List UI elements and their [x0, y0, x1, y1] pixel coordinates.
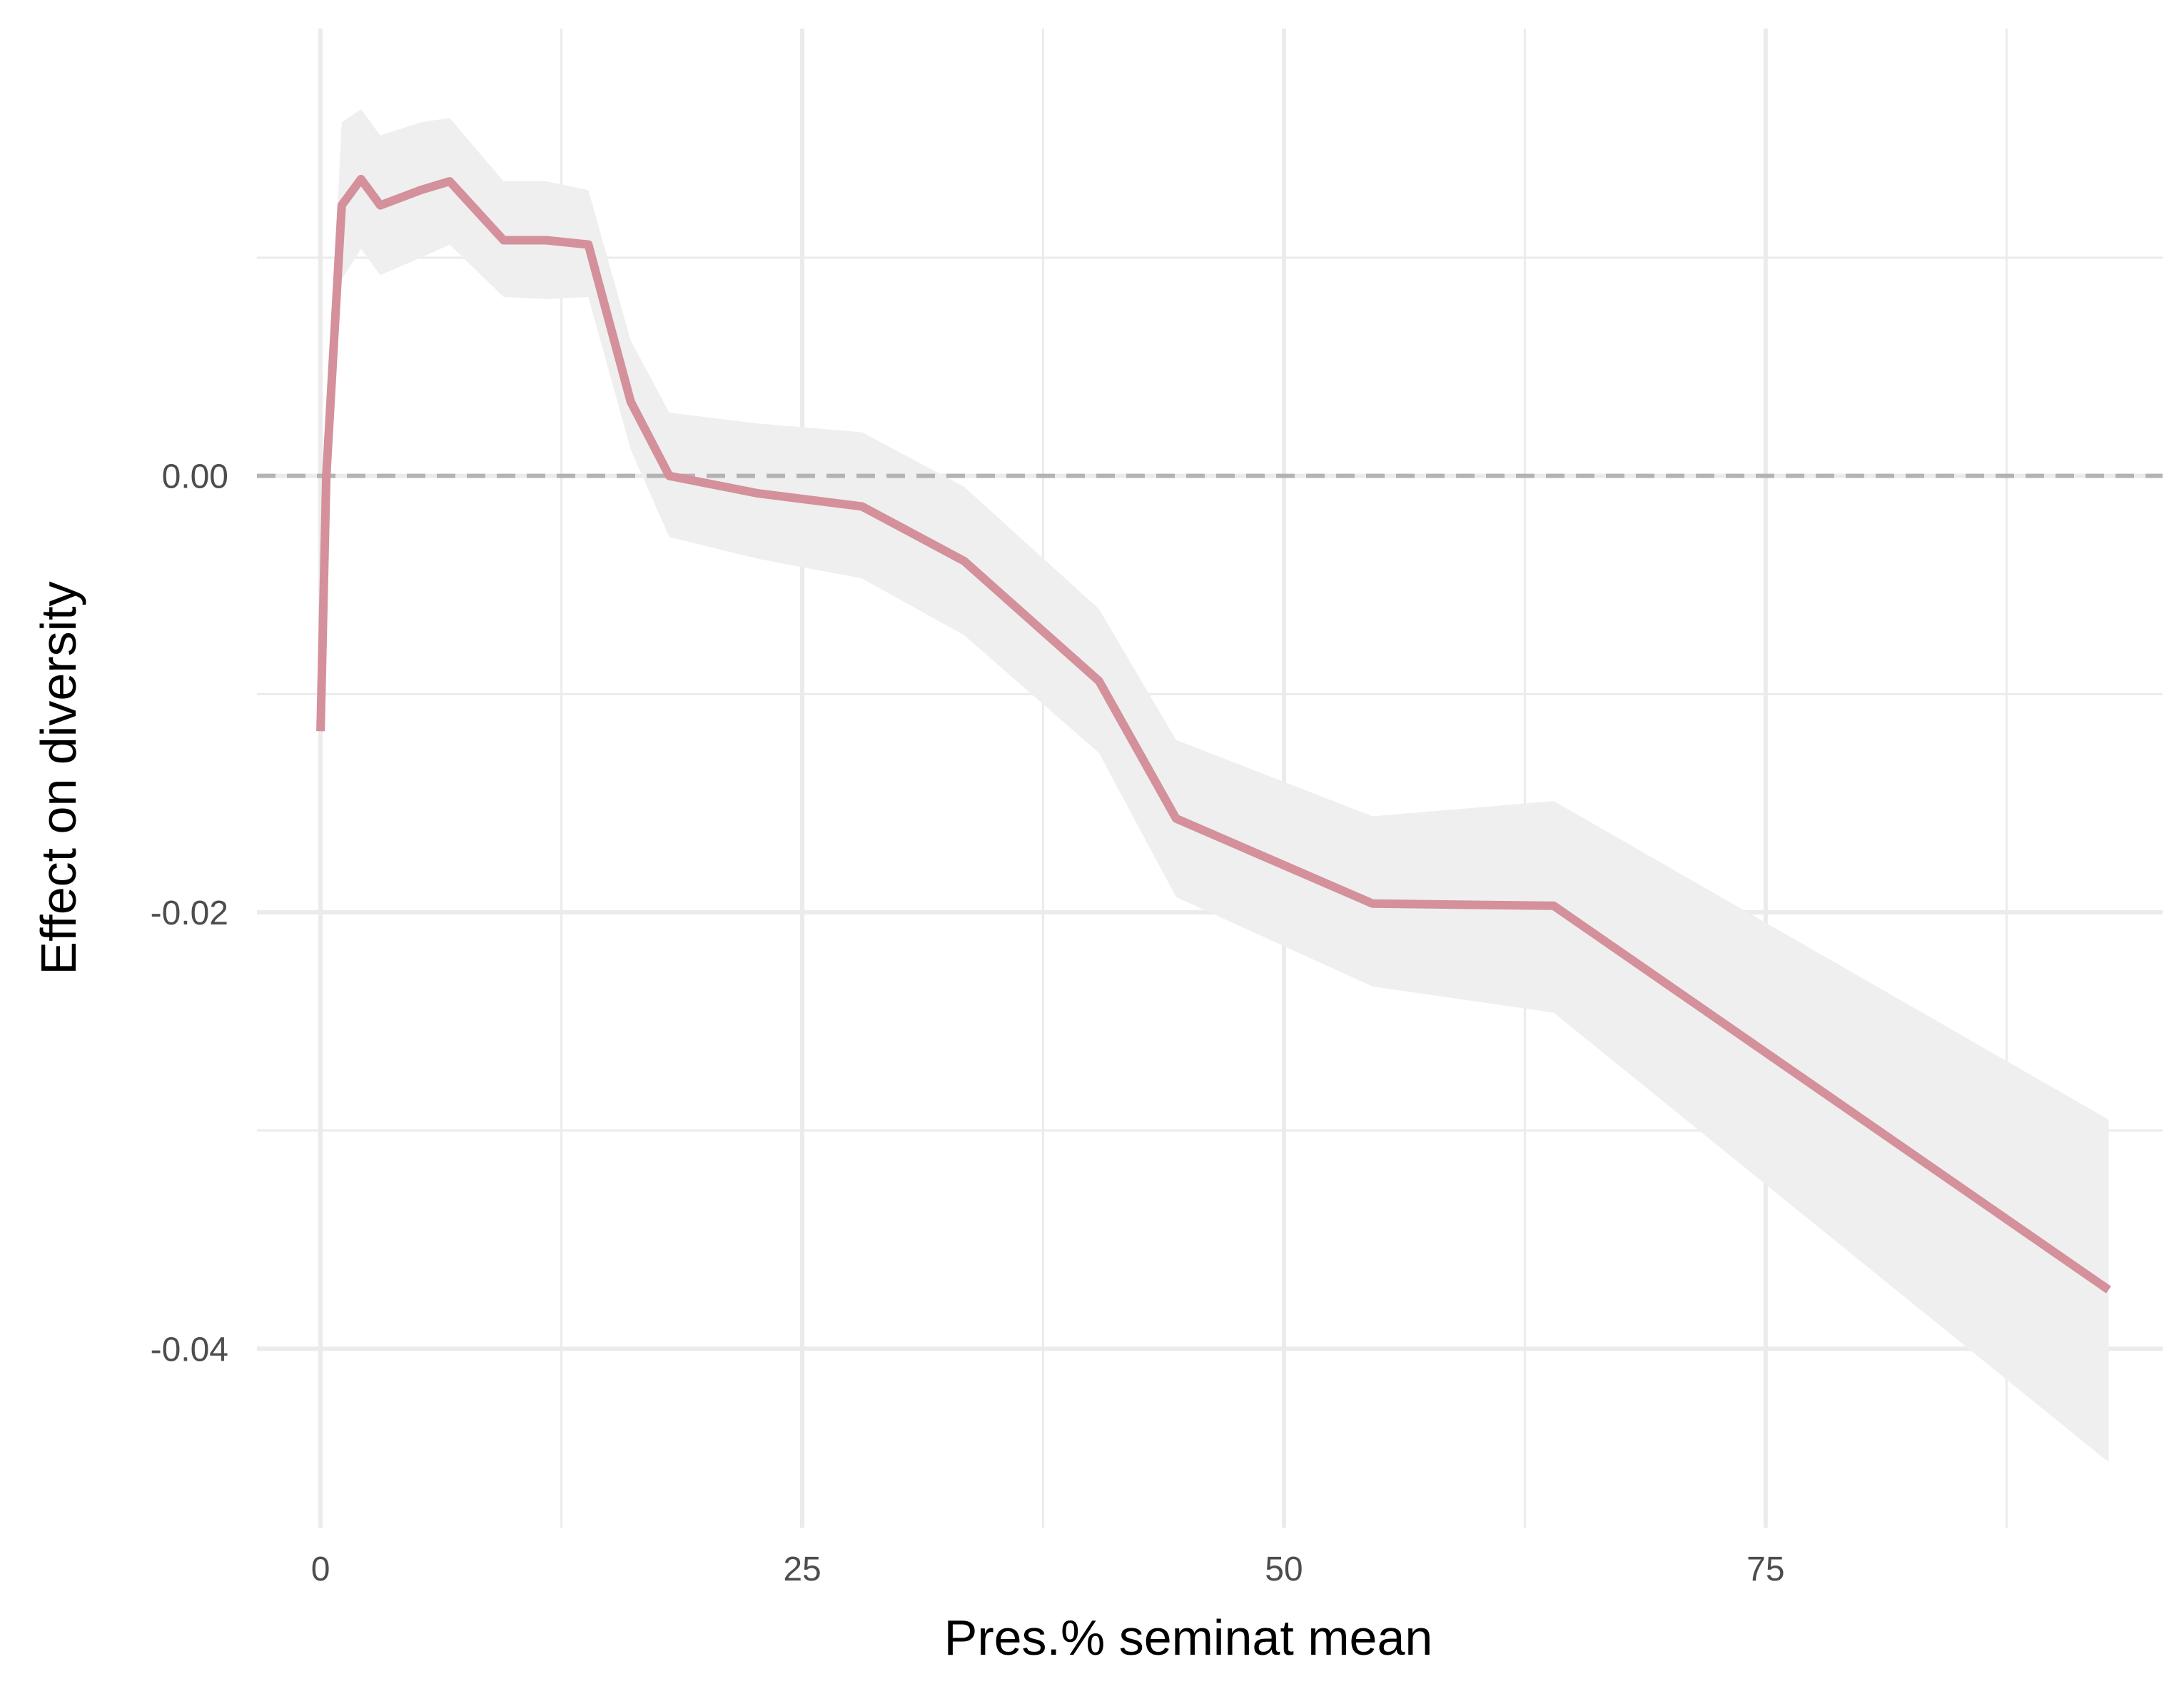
- y-tick-label-2: -0.04: [151, 1331, 228, 1368]
- y-tick-labels: 0.00 -0.02 -0.04: [151, 458, 228, 1369]
- y-tick-label-1: -0.02: [151, 894, 228, 932]
- y-tick-label-0: 0.00: [162, 458, 228, 496]
- y-axis-title: Effect on diversity: [31, 581, 86, 974]
- x-tick-label-1: 25: [783, 1551, 821, 1588]
- confidence-ribbon: [320, 109, 2109, 1463]
- x-tick-labels: 0 25 50 75: [311, 1551, 1785, 1588]
- x-tick-label-3: 75: [1746, 1551, 1784, 1588]
- x-tick-label-0: 0: [311, 1551, 330, 1588]
- x-axis-title: Pres.% seminat mean: [944, 1610, 1433, 1665]
- x-tick-label-2: 50: [1265, 1551, 1303, 1588]
- effect-line: [316, 174, 2111, 1294]
